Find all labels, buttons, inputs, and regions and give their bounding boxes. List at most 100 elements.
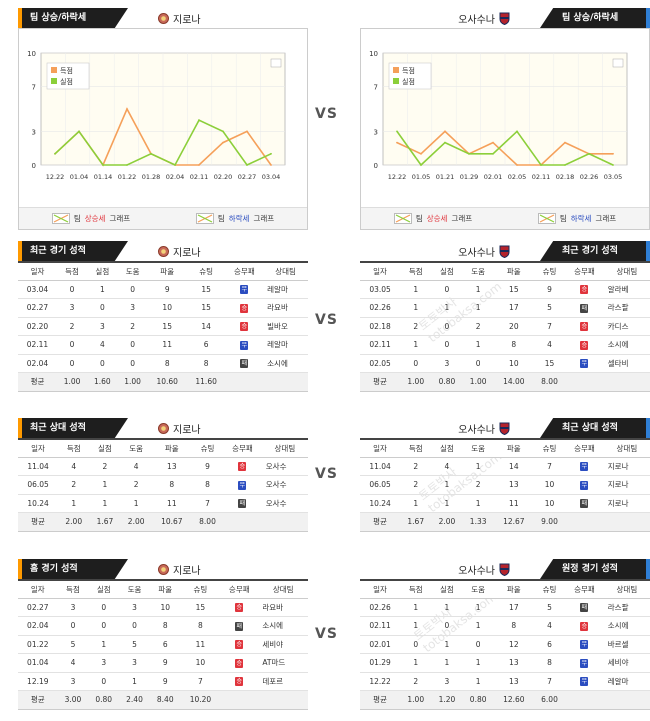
column-header: 득점	[56, 261, 88, 281]
stat-cell: 02.04	[18, 354, 57, 373]
left-stats-table-wrap: 일자 득점 실점 도움 파울 슈팅 승무패 상대팀 03.04 0 1 0 9 15 무 레알마 02.27 3 0…	[18, 261, 308, 392]
concede-data-point	[540, 164, 542, 166]
column-header: 실점	[89, 438, 121, 458]
stat-cell: 0	[400, 635, 432, 654]
stat-cell: 2	[120, 475, 152, 495]
score-data-point	[612, 152, 614, 155]
stat-cell: 8	[533, 653, 566, 673]
y-tick-label: 3	[32, 128, 36, 136]
trend-up-legend: 팀 상승세 그래프	[51, 213, 130, 224]
y-tick-label: 3	[374, 128, 378, 136]
stat-cell: 1	[400, 335, 432, 355]
concede-data-point	[270, 152, 272, 155]
trend-down-legend: 팀 하락세 그래프	[537, 213, 617, 224]
stat-cell: 2	[58, 475, 90, 495]
stat-cell: 02.26	[360, 298, 401, 318]
average-cell: 평균	[18, 372, 57, 392]
table-row: 02.11 1 0 1 8 4 승 소시에	[360, 616, 650, 636]
opponent-cell: 소시에	[603, 616, 650, 636]
column-header: 득점	[400, 438, 432, 458]
opponent-cell: 지로나	[603, 457, 650, 476]
opponent-cell: 카디스	[603, 317, 650, 336]
result-loss-badge: 패	[580, 499, 589, 508]
concede-data-point	[222, 130, 224, 133]
trend-word: 하락세	[570, 214, 592, 223]
score-legend-swatch	[393, 67, 399, 73]
osasuna-crest-icon	[499, 12, 510, 25]
stat-cell: 무	[565, 475, 604, 495]
left-stats-table-wrap: 일자 득점 실점 도움 파울 슈팅 승무패 상대팀 02.27 3 0 3 10 15 승 라요바 02.04 0…	[18, 579, 308, 710]
right-line-chart: 0 3 7 10 12.22 01.05 01.21 01.29 02.01 02.05 02.11…	[369, 50, 628, 181]
stat-cell: 9	[533, 280, 566, 299]
right-team-label: 오사수나	[458, 15, 495, 26]
header-row: 일자 득점 실점 도움 파울 슈팅 승무패 상대팀	[360, 438, 650, 458]
concede-data-point	[102, 164, 104, 166]
table-body: 03.04 0 1 0 9 15 무 레알마 02.27 3 0 3 10 15 승 라요바 02.20 2 3 2 1…	[18, 280, 308, 392]
table-row: 11.04 2 4 1 14 7 무 지로나	[360, 457, 650, 476]
stat-cell: 1	[462, 672, 494, 691]
stat-cell: 1	[462, 494, 494, 513]
stat-cell: 2	[117, 317, 148, 336]
average-cell: 10.67	[151, 512, 192, 532]
column-header: 득점	[400, 261, 432, 281]
right-stats-table-wrap: 일자 득점 실점 도움 파울 슈팅 승무패 상대팀 11.04 2 4 1 14 7 무 지로나 06.05 2 1…	[360, 438, 650, 532]
column-header: 파울	[493, 261, 534, 281]
column-header: 상대팀	[261, 438, 308, 458]
stat-cell: 1	[431, 298, 463, 318]
stat-cell: 9	[149, 672, 181, 691]
left-line-chart: 0 3 7 10 12.22 01.04 01.14 01.22 01.28 02.04 02.11…	[27, 50, 286, 181]
left-stats-table: 일자 득점 실점 도움 파울 슈팅 승무패 상대팀 02.27 3 0 3 10 15 승 라요바 02.04 0…	[18, 579, 308, 710]
right-team-label: 오사수나	[458, 425, 495, 436]
left-chart-panel: 팀 상승/하락세 지로나 0 3 7 10 12.22 01.04 01.14 01.22 01.2…	[18, 8, 308, 230]
stat-cell: 10	[533, 494, 566, 513]
left-section-tab: 최근 경기 성적	[18, 241, 128, 261]
average-cell: 1.00	[400, 372, 432, 392]
opponent-cell: 알라베	[603, 280, 650, 299]
trend-line-b	[539, 214, 555, 223]
stat-cell: 17	[493, 298, 534, 318]
average-cell	[565, 372, 604, 392]
stat-cell: 1	[400, 653, 432, 673]
average-cell: 평균	[360, 512, 401, 532]
column-header: 슈팅	[533, 438, 566, 458]
result-win-badge: 승	[580, 322, 589, 331]
stat-cell: 승	[223, 457, 262, 476]
result-win-badge: 승	[580, 621, 589, 631]
concede-legend-label: 실점	[402, 77, 415, 86]
average-cell	[220, 690, 259, 710]
table-body: 03.05 1 0 1 15 9 승 알라베 02.26 1 1 1 17 5 패 라스팔 02.18 2 0 2 20…	[360, 280, 650, 392]
stat-cell: 3	[87, 317, 118, 336]
table-row: 02.20 2 3 2 15 14 승 빌바오	[18, 317, 308, 336]
stat-cell: 1	[400, 280, 432, 299]
concede-data-point	[246, 164, 248, 166]
x-tick-label: 01.22	[118, 173, 137, 181]
table-head: 일자 득점 실점 도움 파울 슈팅 승무패 상대팀	[18, 438, 308, 458]
trend-prefix: 팀	[559, 214, 567, 223]
trend-word: 상승세	[426, 214, 448, 223]
score-series-line	[396, 130, 613, 166]
stat-cell: 1	[400, 494, 432, 513]
stat-cell: 10	[533, 475, 566, 495]
stat-cell: 6	[533, 635, 566, 654]
stat-cell: 무	[565, 635, 604, 654]
opponent-cell: 셀타비	[603, 354, 650, 373]
stat-cell: 02.04	[18, 616, 58, 636]
stat-cell: 1	[87, 280, 118, 299]
result-loss-badge: 패	[238, 499, 247, 508]
score-data-point	[396, 141, 398, 144]
trend-line-b	[395, 214, 411, 223]
stat-cell: 10.24	[360, 494, 401, 513]
table-row: 02.11 0 4 0 11 6 무 레알마	[18, 335, 308, 355]
girona-crest-icon	[158, 423, 169, 434]
trend-graph-word: 그래프	[595, 214, 617, 223]
stat-cell: 1	[462, 616, 494, 636]
x-tick-label: 02.05	[508, 173, 527, 181]
stat-cell: 1	[400, 598, 432, 617]
stat-cell: 4	[87, 335, 118, 355]
right-stats-table-wrap: 일자 득점 실점 도움 파울 슈팅 승무패 상대팀 02.26 1 1 1 17 5 패 라스팔 02.11 1 0…	[360, 579, 650, 710]
stat-cell: 승	[220, 672, 259, 691]
concede-legend-label: 실점	[60, 77, 73, 86]
stat-cell: 13	[151, 457, 192, 476]
crest-core	[161, 16, 166, 21]
stat-cell: 4	[57, 653, 89, 673]
